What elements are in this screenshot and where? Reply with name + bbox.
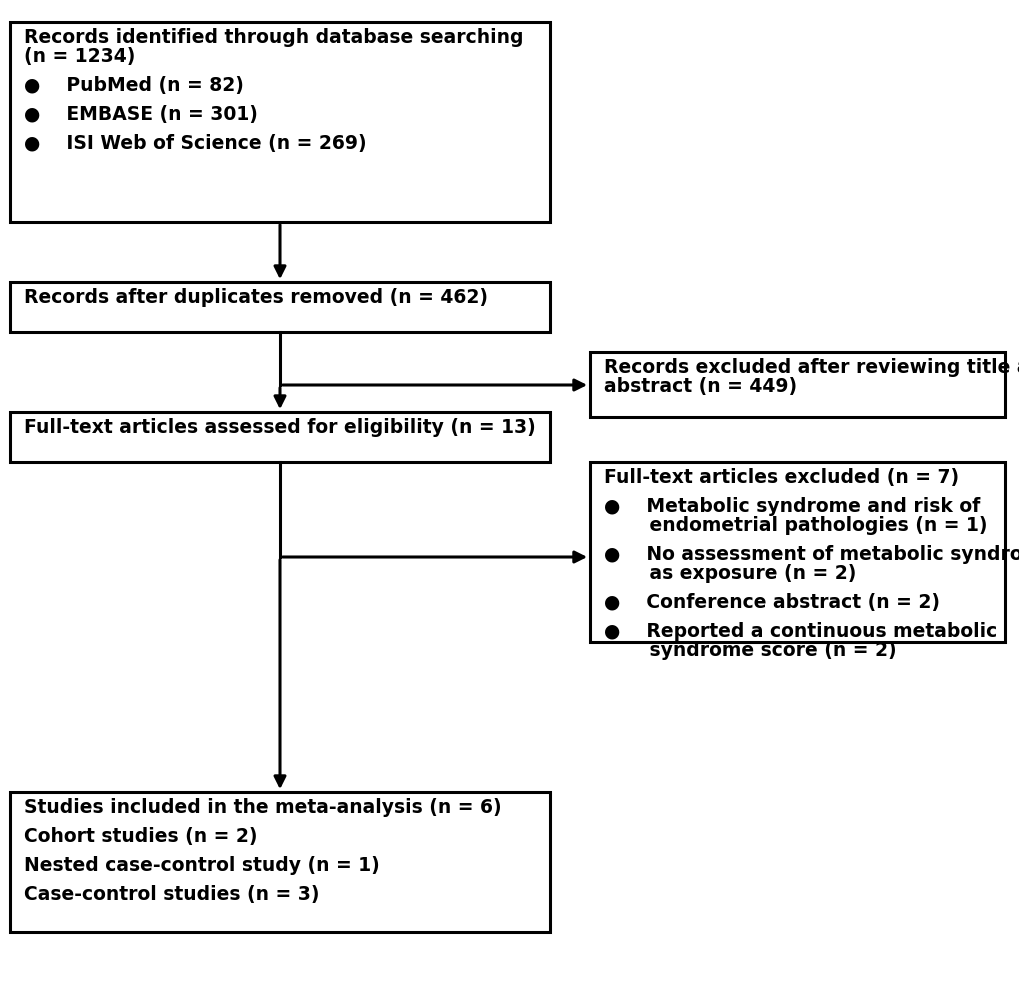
Text: Studies included in the meta-analysis (n = 6): Studies included in the meta-analysis (n…: [24, 798, 501, 817]
Text: ●    Metabolic syndrome and risk of: ● Metabolic syndrome and risk of: [603, 497, 979, 516]
Bar: [589, 352, 1004, 417]
Text: Full-text articles excluded (n = 7): Full-text articles excluded (n = 7): [603, 468, 958, 487]
Bar: [10, 282, 549, 332]
Bar: [10, 22, 549, 222]
Text: endometrial pathologies (n = 1): endometrial pathologies (n = 1): [603, 516, 986, 535]
Text: ●    No assessment of metabolic syndrome: ● No assessment of metabolic syndrome: [603, 545, 1019, 564]
Text: syndrome score (n = 2): syndrome score (n = 2): [603, 641, 896, 660]
Text: ●    ISI Web of Science (n = 269): ● ISI Web of Science (n = 269): [24, 134, 366, 153]
Text: abstract (n = 449): abstract (n = 449): [603, 377, 796, 396]
Text: Records identified through database searching: Records identified through database sear…: [24, 28, 523, 47]
Text: Records after duplicates removed (n = 462): Records after duplicates removed (n = 46…: [24, 288, 487, 307]
Text: (n = 1234): (n = 1234): [24, 47, 136, 66]
Text: ●    Conference abstract (n = 2): ● Conference abstract (n = 2): [603, 593, 940, 612]
Bar: [589, 462, 1004, 642]
Text: ●    Reported a continuous metabolic: ● Reported a continuous metabolic: [603, 622, 997, 641]
Text: Full-text articles assessed for eligibility (n = 13): Full-text articles assessed for eligibil…: [24, 418, 535, 437]
Text: Cohort studies (n = 2): Cohort studies (n = 2): [24, 827, 257, 846]
Text: ●    EMBASE (n = 301): ● EMBASE (n = 301): [24, 105, 258, 124]
Text: Case-control studies (n = 3): Case-control studies (n = 3): [24, 885, 319, 904]
Text: Nested case-control study (n = 1): Nested case-control study (n = 1): [24, 856, 379, 875]
Text: ●    PubMed (n = 82): ● PubMed (n = 82): [24, 76, 244, 95]
Bar: [10, 792, 549, 932]
Bar: [10, 412, 549, 462]
Text: as exposure (n = 2): as exposure (n = 2): [603, 564, 856, 583]
Text: Records excluded after reviewing title and: Records excluded after reviewing title a…: [603, 358, 1019, 377]
